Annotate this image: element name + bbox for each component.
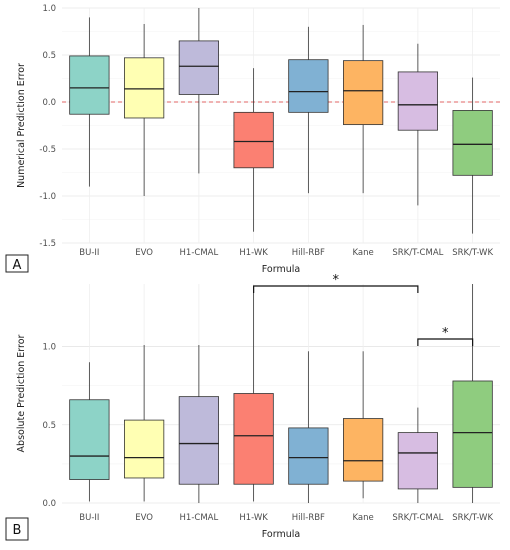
x-tick-label: EVO <box>135 248 153 258</box>
panel-B: 0.0 0.5 1.0 BU-II EVO H1-CMAL H1-WK Hill-RBF Kan… <box>5 273 500 541</box>
box-BU-II <box>69 362 110 502</box>
x-tick-label: Hill-RBF <box>292 513 325 523</box>
y-tick-label: 1.0 <box>42 4 56 14</box>
panel-label: B <box>13 523 22 538</box>
y-tick-label: -1.5 <box>39 239 56 249</box>
y-tick-label: -1.0 <box>39 192 56 202</box>
box-iqr <box>69 55 110 115</box>
box-Hill-RBF <box>288 351 329 503</box>
box-EVO <box>124 23 165 196</box>
x-tick-label: BU-II <box>79 248 99 258</box>
y-tick-label: -0.5 <box>39 145 56 155</box>
box-iqr <box>233 111 274 169</box>
x-tick-label: Kane <box>353 248 374 258</box>
y-tick-label: 0.0 <box>42 499 56 509</box>
box-iqr <box>288 427 329 485</box>
box-iqr <box>452 380 493 488</box>
y-tick-label: 1.0 <box>42 343 56 353</box>
box-iqr <box>69 399 110 480</box>
significance-label: * <box>333 273 340 288</box>
x-tick-label: SRK/T-CMAL <box>392 248 443 258</box>
box-iqr <box>397 432 438 490</box>
x-tick-label: H1-CMAL <box>180 513 219 523</box>
significance-label: * <box>442 326 449 341</box>
y-tick-label: 0.0 <box>42 98 56 108</box>
y-axis-title: Numerical Prediction Error <box>16 63 27 188</box>
box-BU-II <box>69 17 110 187</box>
y-tick-label: 0.5 <box>42 421 56 431</box>
box-iqr <box>178 40 219 95</box>
box-iqr <box>288 59 329 113</box>
box-H1-WK <box>233 287 274 502</box>
x-tick-label: Kane <box>353 513 374 523</box>
box-Hill-RBF <box>288 26 329 194</box>
x-tick-label: H1-WK <box>239 248 268 258</box>
bracket-line <box>417 338 474 346</box>
box-H1-WK <box>233 68 274 232</box>
box-Kane <box>343 24 384 194</box>
x-tick-label: Hill-RBF <box>292 248 325 258</box>
box-SRK/T-CMAL <box>397 43 438 206</box>
panel-label-box <box>5 517 29 541</box>
box-iqr <box>178 396 219 485</box>
significance-bracket: * <box>417 326 474 346</box>
box-iqr <box>233 393 274 485</box>
box-H1-CMAL <box>178 345 219 503</box>
box-EVO <box>124 345 165 502</box>
box-SRK/T-CMAL <box>397 407 438 503</box>
bracket-line <box>253 285 419 293</box>
y-axis-title: Absolute Prediction Error <box>16 334 27 452</box>
panel-label-box <box>5 254 29 273</box>
x-tick-label: BU-II <box>79 513 99 523</box>
box-iqr <box>343 418 384 482</box>
box-iqr <box>397 71 438 131</box>
significance-bracket: * <box>253 273 419 293</box>
box-SRK/T-WK <box>452 284 493 503</box>
x-tick-label: H1-CMAL <box>180 248 219 258</box>
panel-A: -1.5 -1.0 -0.5 0.0 0.5 1.0 BU-II EVO H1-CMAL H1-W… <box>5 4 500 275</box>
x-tick-label: SRK/T-WK <box>452 248 493 258</box>
box-Kane <box>343 351 384 499</box>
x-axis-title: Formula <box>262 529 300 540</box>
y-tick-label: 0.5 <box>42 51 56 61</box>
box-H1-CMAL <box>178 8 219 174</box>
x-axis-title: Formula <box>262 264 300 275</box>
x-tick-label: SRK/T-CMAL <box>392 513 443 523</box>
box-SRK/T-WK <box>452 77 493 234</box>
box-iqr <box>124 57 165 119</box>
box-iqr <box>124 419 165 479</box>
x-tick-label: SRK/T-WK <box>452 513 493 523</box>
x-tick-label: EVO <box>135 513 153 523</box>
box-iqr <box>452 110 493 176</box>
panel-label: A <box>13 258 22 273</box>
x-tick-label: H1-WK <box>239 513 268 523</box>
box-iqr <box>343 60 384 125</box>
